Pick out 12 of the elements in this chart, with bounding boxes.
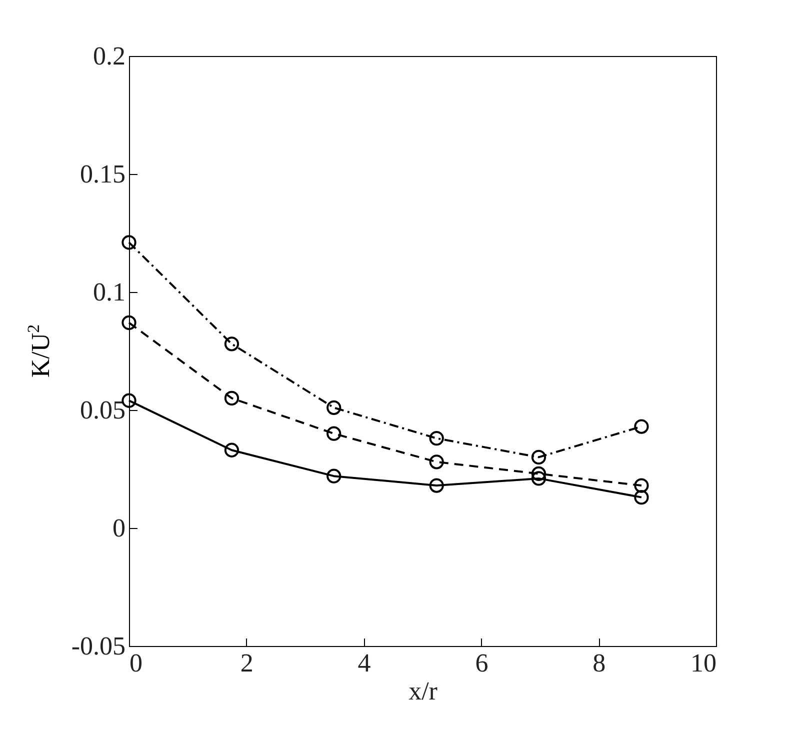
x-tick-label: 6 <box>475 648 488 678</box>
x-tick-label: 4 <box>358 648 371 678</box>
x-tick-label: 8 <box>592 648 606 678</box>
x-tick-label: 10 <box>690 648 716 678</box>
y-tick-label: -0.05 <box>71 632 126 660</box>
x-tick-label: 2 <box>240 648 254 678</box>
y-tick-label: 0.15 <box>80 160 126 188</box>
y-tick-label: 0.1 <box>93 278 126 306</box>
y-tick-label: 0.2 <box>93 42 126 70</box>
x-axis-title: x/r <box>408 676 438 706</box>
y-tick-label: 0.05 <box>80 396 126 424</box>
y-tick-label: 0 <box>112 514 126 542</box>
